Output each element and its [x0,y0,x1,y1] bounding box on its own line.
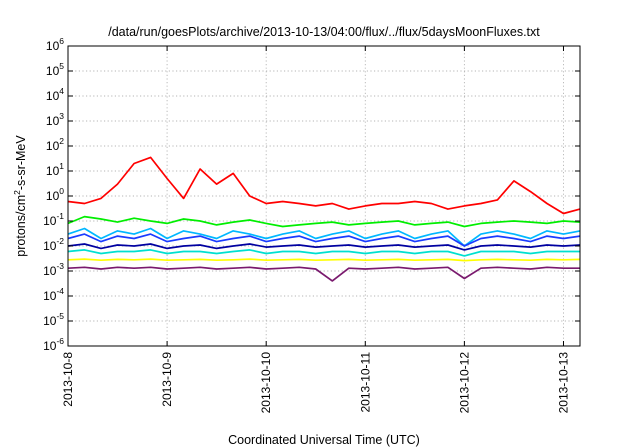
y-tick-base: 10 [46,114,60,128]
y-tick-exponent: -5 [56,311,64,321]
series-line-5 [67,243,581,251]
y-tick-exponent: -3 [56,261,64,271]
data-series [67,156,581,282]
y-tick-label: 104 [46,86,64,103]
y-tick-exponent: 0 [59,186,64,196]
y-tick-label: 100 [46,186,64,203]
series-line-8 [67,266,580,282]
x-tick-label: 2013-10-13 [556,352,570,414]
y-tick-base: 10 [46,164,60,178]
y-tick-exponent: 5 [59,61,64,71]
series-line-4 [67,233,581,247]
y-tick-base: 10 [46,189,60,203]
y-tick-base: 10 [43,239,57,253]
y-tick-base: 10 [43,214,57,228]
x-tick-label: 2013-10-9 [160,352,174,407]
y-tick-base: 10 [46,89,60,103]
y-tick-label: 105 [46,61,64,78]
y-tick-base: 10 [43,339,57,353]
y-axis-label: protons/cm2-s-sr-MeV [12,135,28,257]
y-tick-exponent: 1 [59,161,64,171]
axis-ticks [67,45,580,347]
y-tick-exponent: 6 [59,36,64,46]
grid-lines [68,46,580,346]
x-tick-label: 2013-10-11 [358,352,372,413]
series-line-2 [67,215,581,228]
y-tick-exponent: 3 [59,111,64,121]
y-tick-label: 10-4 [43,286,64,303]
y-tick-exponent: 4 [59,86,64,96]
y-tick-label: 102 [46,136,64,153]
y-tick-base: 10 [43,289,57,303]
y-tick-base: 10 [46,139,60,153]
y-tick-label: 10-6 [43,336,64,353]
series-line-6 [67,249,580,257]
x-axis-label: Coordinated Universal Time (UTC) [228,433,420,447]
y-tick-exponent: -2 [56,236,64,246]
y-tick-exponent: -4 [56,286,64,296]
y-tick-exponent: 2 [59,136,64,146]
y-tick-labels: 10610510410310210110010-110-210-310-410-… [43,36,64,353]
y-tick-label: 10-2 [43,236,64,253]
y-tick-base: 10 [46,39,60,53]
y-tick-label: 106 [46,36,64,53]
y-tick-label: 103 [46,111,64,128]
y-tick-label: 101 [46,161,64,178]
series-line-3 [67,227,581,247]
plot-frame [67,45,581,347]
y-tick-base: 10 [46,64,60,78]
y-tick-base: 10 [43,314,57,328]
x-tick-label: 2013-10-10 [259,352,273,414]
y-tick-exponent: -6 [56,336,64,346]
series-line-7 [67,258,581,262]
x-tick-labels: 2013-10-8 2013-10-9 2013-10-10 2013-10-11 20… [61,352,570,414]
y-tick-base: 10 [43,264,57,278]
chart-title: /data/run/goesPlots/archive/2013-10-13/0… [108,25,540,39]
y-tick-label: 10-5 [43,311,64,328]
y-tick-label: 10-3 [43,261,64,278]
x-tick-label: 2013-10-12 [457,352,471,414]
y-tick-label: 10-1 [43,211,64,228]
x-tick-label: 2013-10-8 [61,352,75,407]
y-tick-exponent: -1 [56,211,64,221]
series-line-1 [67,156,581,215]
